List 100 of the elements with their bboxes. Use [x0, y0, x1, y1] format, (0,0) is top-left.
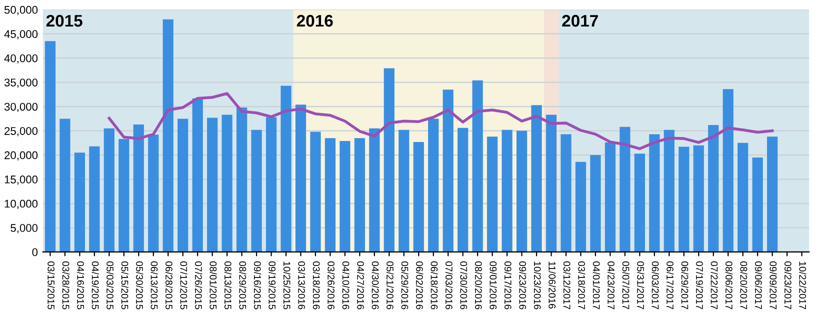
x-tick-label: 09/23/2017	[784, 261, 792, 310]
x-tick-label: 06/18/2016	[430, 261, 438, 310]
x-tick-label: 06/29/2017	[681, 261, 688, 310]
x-tick-label: 06/03/2017	[652, 261, 659, 310]
band-label: 2015	[46, 14, 82, 27]
x-tick-label: 09/01/2016	[490, 261, 497, 310]
bar	[74, 152, 85, 252]
y-tick-label: 15,000	[4, 176, 38, 185]
y-tick-label: 50,000	[4, 6, 38, 16]
x-tick-label: 07/19/2017	[696, 261, 704, 310]
bar	[428, 118, 439, 252]
bar	[148, 134, 159, 252]
x-tick-label: 06/17/2017	[666, 261, 674, 310]
band-label: 2016	[296, 14, 333, 27]
y-tick-label: 35,000	[4, 78, 38, 88]
x-tick-label: 03/28/2015	[62, 261, 70, 310]
bar	[192, 98, 203, 252]
y-tick-label: 45,000	[4, 30, 38, 40]
x-tick-label: 04/23/2017	[608, 261, 615, 310]
line-series	[108, 92, 774, 150]
bar	[604, 142, 616, 252]
x-tick-label: 03/26/2016	[328, 261, 335, 310]
x-tick-label: 10/23/2016	[534, 262, 542, 310]
bar	[162, 19, 174, 252]
x-tick-label: 05/15/2015	[121, 261, 128, 310]
bar	[104, 128, 114, 252]
y-tick-label: 10,000	[4, 200, 38, 209]
bar	[708, 124, 719, 252]
bar	[44, 41, 56, 252]
x-tick-label: 05/21/2016	[386, 261, 394, 310]
bar	[310, 132, 321, 252]
x-tick-label: 05/03/2015	[106, 261, 114, 310]
bar	[722, 89, 734, 252]
x-tick-label: 03/13/2016	[298, 261, 306, 310]
x-tick-label: 07/30/2016	[460, 261, 468, 310]
x-tick-label: 03/15/2015	[48, 261, 55, 310]
x-tick-label: 05/31/2017	[637, 261, 644, 310]
y-tick-label: 40,000	[4, 54, 38, 64]
x-tick-label: 03/18/2016	[312, 261, 320, 310]
bar	[560, 134, 572, 252]
x-tick-label: 08/20/2017	[740, 261, 748, 310]
x-tick-label: 10/22/2017	[799, 262, 806, 310]
bar	[89, 146, 100, 252]
bar	[664, 130, 674, 252]
bar	[207, 118, 218, 252]
bar	[502, 130, 512, 252]
band-label: 2017	[562, 14, 598, 27]
bar	[634, 154, 645, 252]
y-tick-label: 5,000	[10, 224, 38, 234]
x-tick-label: 04/10/2016	[342, 261, 350, 310]
x-tick-label: 08/13/2015	[224, 261, 232, 310]
bar	[590, 155, 601, 252]
x-tick-label: 04/16/2015	[77, 261, 84, 310]
bar	[649, 134, 660, 252]
x-tick-label: 05/29/2016	[401, 261, 408, 310]
bar	[280, 86, 292, 252]
x-tick-label: 05/07/2017	[622, 261, 630, 310]
x-tick-label: 08/29/2015	[239, 261, 246, 310]
bar	[236, 108, 248, 252]
x-tick-label: 04/19/2015	[92, 261, 99, 310]
bar	[133, 124, 144, 252]
x-tick-label: 06/13/2015	[150, 261, 158, 310]
bar	[60, 118, 70, 252]
x-tick-label: 05/30/2015	[136, 261, 144, 310]
bar	[752, 157, 763, 252]
bar	[693, 145, 704, 252]
x-tick-label: 08/01/2015	[210, 261, 217, 310]
bar	[324, 138, 336, 252]
bar	[118, 139, 130, 252]
bar	[266, 117, 277, 252]
bar	[738, 142, 748, 252]
y-tick-label: 0	[32, 248, 38, 256]
x-tick-label: 07/03/2016	[446, 261, 453, 310]
y-tick-label: 20,000	[4, 151, 38, 160]
x-tick-label: 09/17/2016	[504, 261, 512, 310]
x-tick-label: 06/28/2015	[166, 261, 173, 310]
bar	[531, 105, 542, 252]
bar	[295, 104, 306, 252]
bar	[398, 130, 410, 252]
bar	[458, 128, 468, 252]
x-tick-label: 09/06/2017	[754, 261, 762, 310]
bar	[487, 136, 498, 252]
x-tick-label: 11/06/2016	[548, 262, 556, 309]
x-tick-label: 04/01/2017	[592, 261, 600, 310]
bar	[384, 68, 394, 252]
bar	[251, 130, 262, 252]
bar	[178, 118, 188, 252]
x-tick-label: 03/12/2017	[563, 261, 571, 310]
bar	[222, 114, 232, 252]
bar	[678, 146, 690, 252]
bar	[369, 128, 380, 252]
x-tick-label: 08/06/2017	[726, 261, 733, 310]
bar	[575, 162, 586, 252]
bar	[442, 90, 454, 252]
bar	[620, 126, 630, 252]
x-tick-label: 03/18/2017	[578, 261, 586, 310]
x-tick-label: 09/23/2016	[519, 261, 526, 310]
y-tick-label: 25,000	[4, 127, 38, 136]
x-tick-label: 09/16/2015	[254, 261, 262, 310]
x-tick-label: 04/27/2016	[357, 261, 364, 310]
